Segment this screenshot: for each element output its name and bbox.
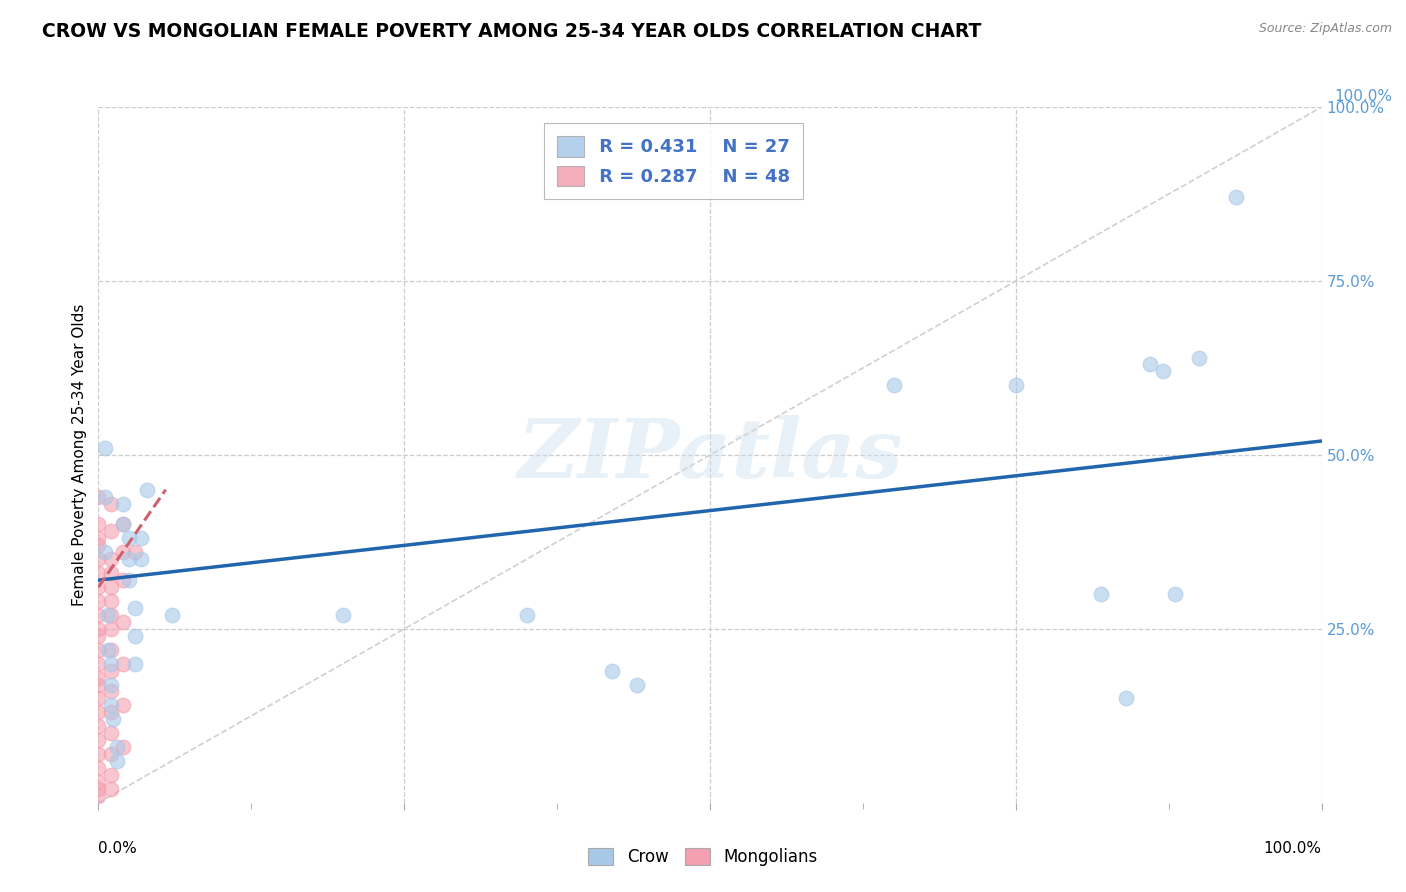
- Point: [87, 642, 110, 657]
- Text: 100.0%: 100.0%: [1264, 841, 1322, 856]
- Point: [100, 781, 122, 796]
- Point: [87, 532, 110, 546]
- Point: [332, 607, 354, 622]
- Point: [105, 754, 128, 768]
- Point: [87, 719, 110, 733]
- Point: [1164, 587, 1187, 601]
- Point: [93, 490, 115, 504]
- Point: [87, 657, 110, 671]
- Point: [129, 552, 152, 566]
- Point: [1004, 378, 1026, 392]
- Point: [111, 615, 134, 629]
- Point: [626, 677, 648, 691]
- Point: [100, 726, 122, 740]
- Point: [87, 671, 110, 685]
- Point: [87, 517, 110, 532]
- Point: [100, 524, 122, 539]
- Point: [100, 657, 122, 671]
- Point: [87, 552, 110, 566]
- Point: [111, 517, 134, 532]
- Point: [136, 483, 159, 497]
- Point: [124, 629, 146, 643]
- Point: [100, 677, 122, 691]
- Point: [883, 378, 905, 392]
- Point: [100, 607, 122, 622]
- Point: [100, 768, 122, 782]
- Legend: Crow, Mongolians: Crow, Mongolians: [581, 840, 825, 875]
- Point: [118, 573, 141, 587]
- Point: [124, 657, 146, 671]
- Point: [111, 698, 134, 713]
- Point: [100, 580, 122, 594]
- Point: [100, 747, 122, 761]
- Point: [87, 761, 110, 775]
- Point: [1090, 587, 1112, 601]
- Point: [118, 552, 141, 566]
- Point: [515, 607, 537, 622]
- Point: [100, 698, 122, 713]
- Point: [129, 532, 152, 546]
- Point: [87, 607, 110, 622]
- Point: [100, 642, 122, 657]
- Point: [1225, 190, 1247, 204]
- Point: [111, 517, 134, 532]
- Point: [160, 607, 183, 622]
- Text: CROW VS MONGOLIAN FEMALE POVERTY AMONG 25-34 YEAR OLDS CORRELATION CHART: CROW VS MONGOLIAN FEMALE POVERTY AMONG 2…: [42, 22, 981, 41]
- Point: [87, 490, 110, 504]
- Point: [87, 622, 110, 636]
- Point: [1152, 364, 1174, 378]
- Point: [100, 552, 122, 566]
- Legend:  R = 0.431    N = 27,  R = 0.287    N = 48: R = 0.431 N = 27, R = 0.287 N = 48: [544, 123, 803, 199]
- Point: [87, 566, 110, 581]
- Point: [111, 740, 134, 755]
- Point: [87, 781, 110, 796]
- Point: [100, 497, 122, 511]
- Point: [87, 580, 110, 594]
- Point: [1139, 358, 1161, 372]
- Point: [105, 740, 128, 755]
- Point: [600, 664, 623, 678]
- Point: [87, 538, 110, 552]
- Point: [1188, 351, 1211, 365]
- Point: [93, 441, 115, 455]
- Point: [87, 733, 110, 747]
- Point: [111, 545, 134, 559]
- Point: [100, 594, 122, 608]
- Point: [111, 497, 134, 511]
- Point: [100, 706, 122, 720]
- Point: [87, 677, 110, 691]
- Point: [87, 594, 110, 608]
- Point: [100, 664, 122, 678]
- Text: ZIPatlas: ZIPatlas: [517, 415, 903, 495]
- Text: Source: ZipAtlas.com: Source: ZipAtlas.com: [1258, 22, 1392, 36]
- Y-axis label: Female Poverty Among 25-34 Year Olds: Female Poverty Among 25-34 Year Olds: [72, 304, 87, 606]
- Point: [124, 601, 146, 615]
- Point: [100, 622, 122, 636]
- Point: [87, 629, 110, 643]
- Point: [87, 706, 110, 720]
- Point: [87, 747, 110, 761]
- Point: [87, 789, 110, 803]
- Point: [100, 566, 122, 581]
- Point: [111, 573, 134, 587]
- Point: [1115, 691, 1137, 706]
- Point: [87, 775, 110, 789]
- Point: [111, 657, 134, 671]
- Point: [101, 712, 124, 726]
- Text: 100.0%: 100.0%: [1334, 88, 1392, 103]
- Point: [97, 607, 120, 622]
- Point: [100, 684, 122, 698]
- Text: 0.0%: 0.0%: [98, 841, 138, 856]
- Point: [118, 532, 141, 546]
- Point: [93, 545, 115, 559]
- Point: [87, 691, 110, 706]
- Point: [97, 642, 120, 657]
- Point: [124, 545, 146, 559]
